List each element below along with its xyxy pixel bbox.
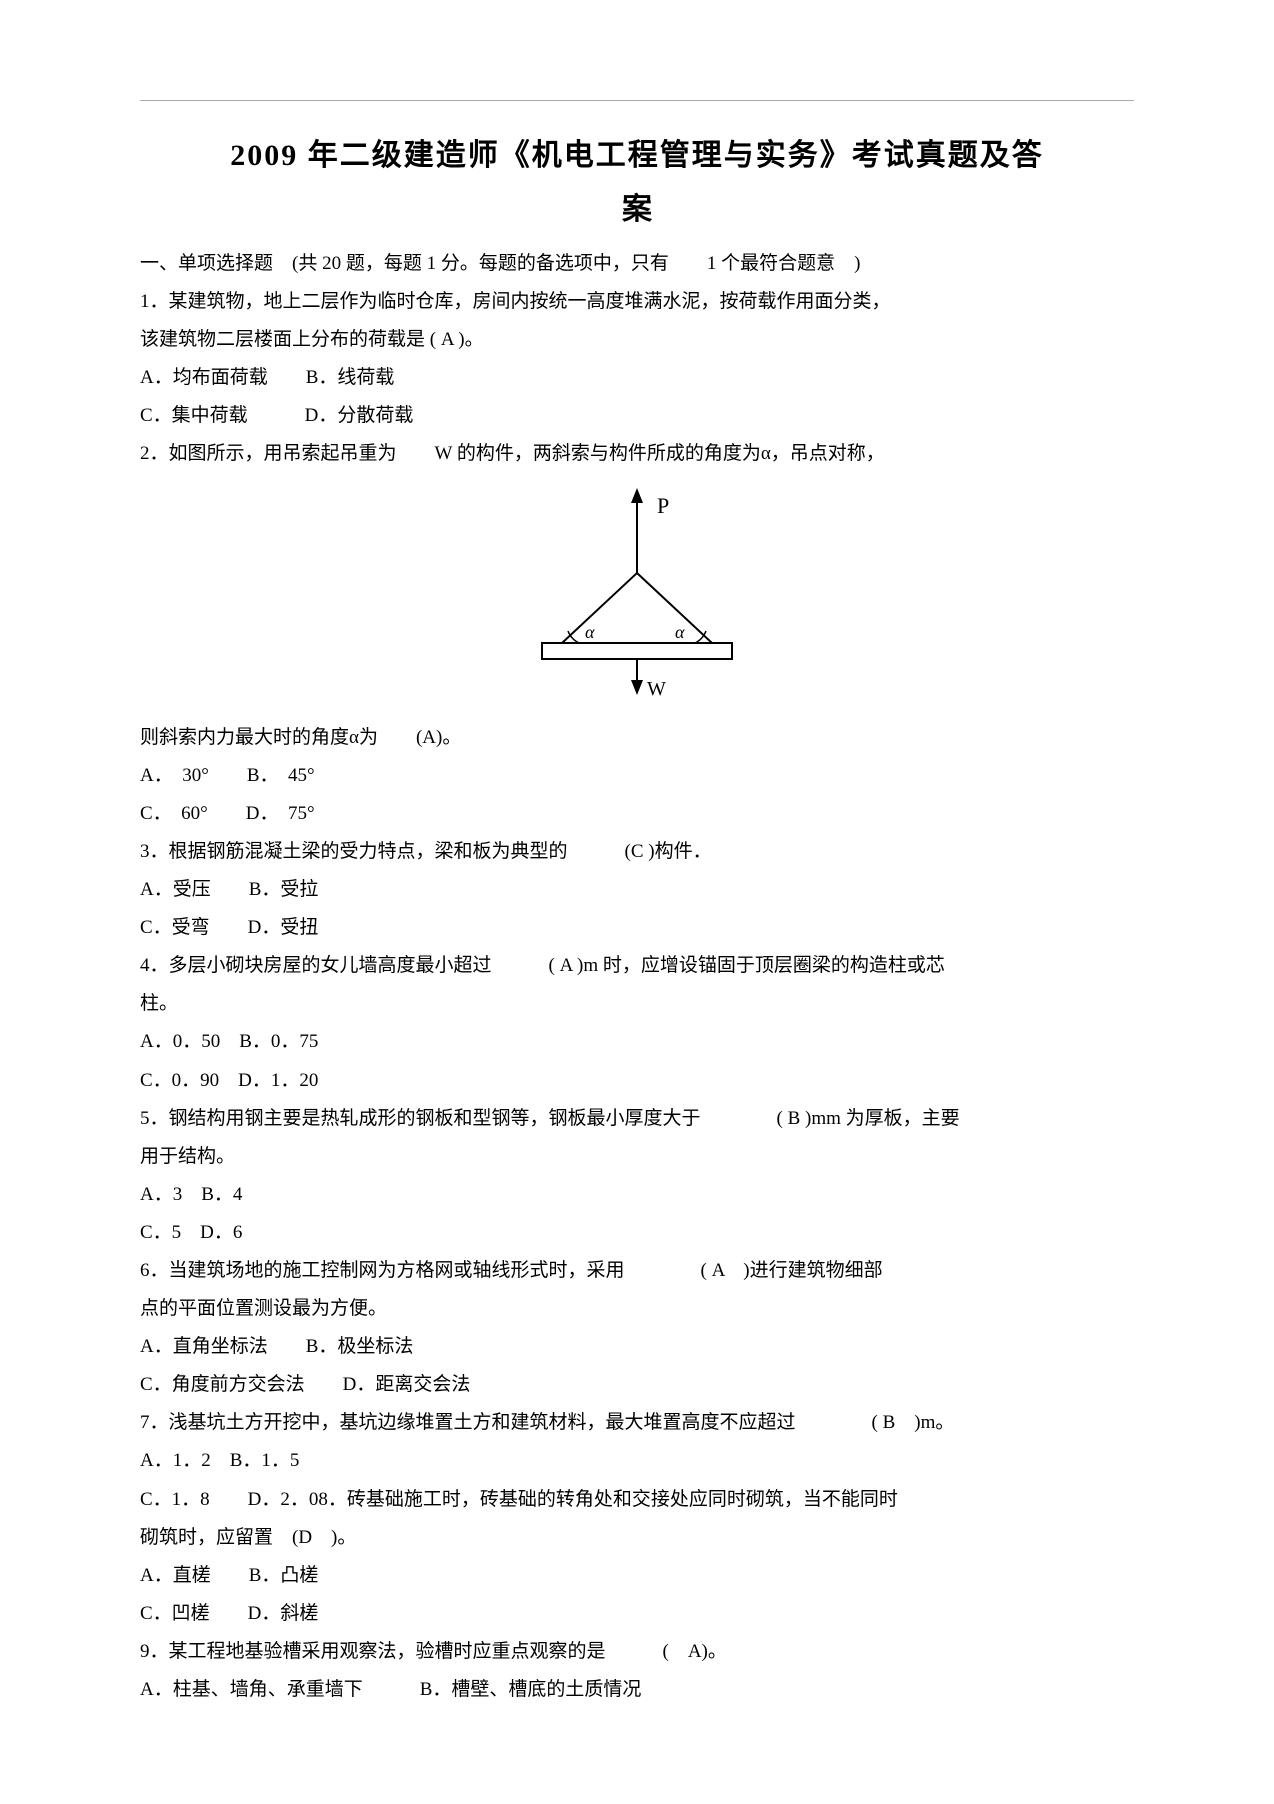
q6-options-row2: C．角度前方交会法 D．距离交会法 bbox=[140, 1367, 1134, 1403]
label-w: W bbox=[647, 678, 666, 700]
page-title-line2: 案 bbox=[140, 184, 1134, 228]
q8-options-row2: C．凹槎 D．斜槎 bbox=[140, 1596, 1134, 1632]
section-header: 一、单项选择题 (共 20 题，每题 1 分。每题的备选项中，只有 1 个最符合… bbox=[140, 246, 1134, 282]
q2-after-diagram: 则斜索内力最大时的角度α为 (A)。 bbox=[140, 720, 1134, 756]
q5-options-row1: A．3 B．4 bbox=[140, 1177, 1134, 1213]
q5-options-row2: C．5 D．6 bbox=[140, 1215, 1134, 1251]
q2-diagram: P α α W bbox=[140, 483, 1134, 716]
q1-options-row2: C．集中荷载 D．分散荷载 bbox=[140, 398, 1134, 434]
q6-stem-1: 6．当建筑场地的施工控制网为方格网或轴线形式时，采用 ( A )进行建筑物细部 bbox=[140, 1253, 1134, 1289]
q9-stem: 9．某工程地基验槽采用观察法，验槽时应重点观察的是 ( A)。 bbox=[140, 1634, 1134, 1670]
q1-stem-2: 该建筑物二层楼面上分布的荷载是 ( A )。 bbox=[140, 322, 1134, 358]
q5-stem-1: 5．钢结构用钢主要是热轧成形的钢板和型钢等，钢板最小厚度大于 ( B )mm 为… bbox=[140, 1101, 1134, 1137]
label-p: P bbox=[657, 493, 669, 518]
q6-stem-2: 点的平面位置测设最为方便。 bbox=[140, 1291, 1134, 1327]
q7-stem: 7．浅基坑土方开挖中，基坑边缘堆置土方和建筑材料，最大堆置高度不应超过 ( B … bbox=[140, 1405, 1134, 1441]
q2-stem: 2．如图所示，用吊索起吊重为 W 的构件，两斜索与构件所成的角度为α，吊点对称， bbox=[140, 436, 1134, 472]
lifting-diagram-svg: P α α W bbox=[507, 483, 767, 703]
q6-options-row1: A．直角坐标法 B．极坐标法 bbox=[140, 1329, 1134, 1365]
force-p-arrowhead bbox=[631, 488, 643, 503]
label-alpha-left: α bbox=[585, 622, 595, 642]
page-title-line1: 2009 年二级建造师《机电工程管理与实务》考试真题及答 bbox=[140, 130, 1134, 174]
q4-stem-2: 柱。 bbox=[140, 986, 1134, 1022]
exam-body: 一、单项选择题 (共 20 题，每题 1 分。每题的备选项中，只有 1 个最符合… bbox=[140, 246, 1134, 1708]
q2-options-row2: C． 60° D． 75° bbox=[140, 796, 1134, 832]
q3-stem: 3．根据钢筋混凝土梁的受力特点，梁和板为典型的 (C )构件． bbox=[140, 834, 1134, 870]
q4-options-row2: C．0．90 D．1．20 bbox=[140, 1063, 1134, 1099]
q7-options-row1: A．1．2 B．1．5 bbox=[140, 1443, 1134, 1479]
beam-rect bbox=[542, 643, 732, 659]
q4-stem-1: 4．多层小砌块房屋的女儿墙高度最小超过 ( A )m 时，应增设锚固于顶层圈梁的… bbox=[140, 948, 1134, 984]
q7-options-row2: C．1．8 D．2．08．砖基础施工时，砖基础的转角处和交接处应同时砌筑，当不能… bbox=[140, 1482, 1134, 1518]
label-alpha-right: α bbox=[675, 622, 685, 642]
q5-stem-2: 用于结构。 bbox=[140, 1139, 1134, 1175]
force-w-arrowhead bbox=[631, 680, 643, 695]
q9-options-row1: A．柱基、墙角、承重墙下 B．槽壁、槽底的土质情况 bbox=[140, 1672, 1134, 1708]
q2-options-row1: A． 30° B． 45° bbox=[140, 758, 1134, 794]
q1-options-row1: A．均布面荷载 B．线荷载 bbox=[140, 360, 1134, 396]
q3-options-row2: C．受弯 D．受扭 bbox=[140, 910, 1134, 946]
q3-options-row1: A．受压 B．受拉 bbox=[140, 872, 1134, 908]
exam-page: 2009 年二级建造师《机电工程管理与实务》考试真题及答 案 一、单项选择题 (… bbox=[0, 0, 1274, 1804]
q4-options-row1: A．0．50 B．0．75 bbox=[140, 1024, 1134, 1060]
sling-left bbox=[562, 573, 637, 643]
q1-stem-1: 1．某建筑物，地上二层作为临时仓库，房间内按统一高度堆满水泥，按荷载作用面分类， bbox=[140, 284, 1134, 320]
q8-options-row1: A．直槎 B．凸槎 bbox=[140, 1558, 1134, 1594]
q8-stem-2: 砌筑时，应留置 (D )。 bbox=[140, 1520, 1134, 1556]
